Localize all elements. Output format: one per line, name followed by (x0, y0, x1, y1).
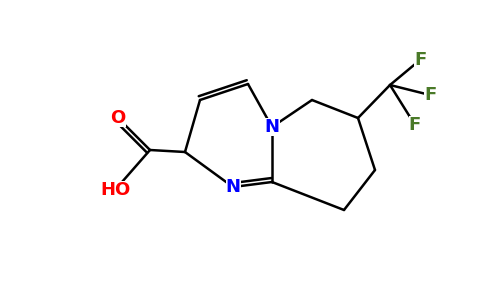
Text: N: N (226, 178, 241, 196)
Text: F: F (409, 116, 421, 134)
Text: F: F (424, 86, 436, 104)
Text: F: F (414, 51, 426, 69)
Text: N: N (264, 118, 279, 136)
Text: O: O (110, 109, 126, 127)
Text: HO: HO (100, 181, 130, 199)
